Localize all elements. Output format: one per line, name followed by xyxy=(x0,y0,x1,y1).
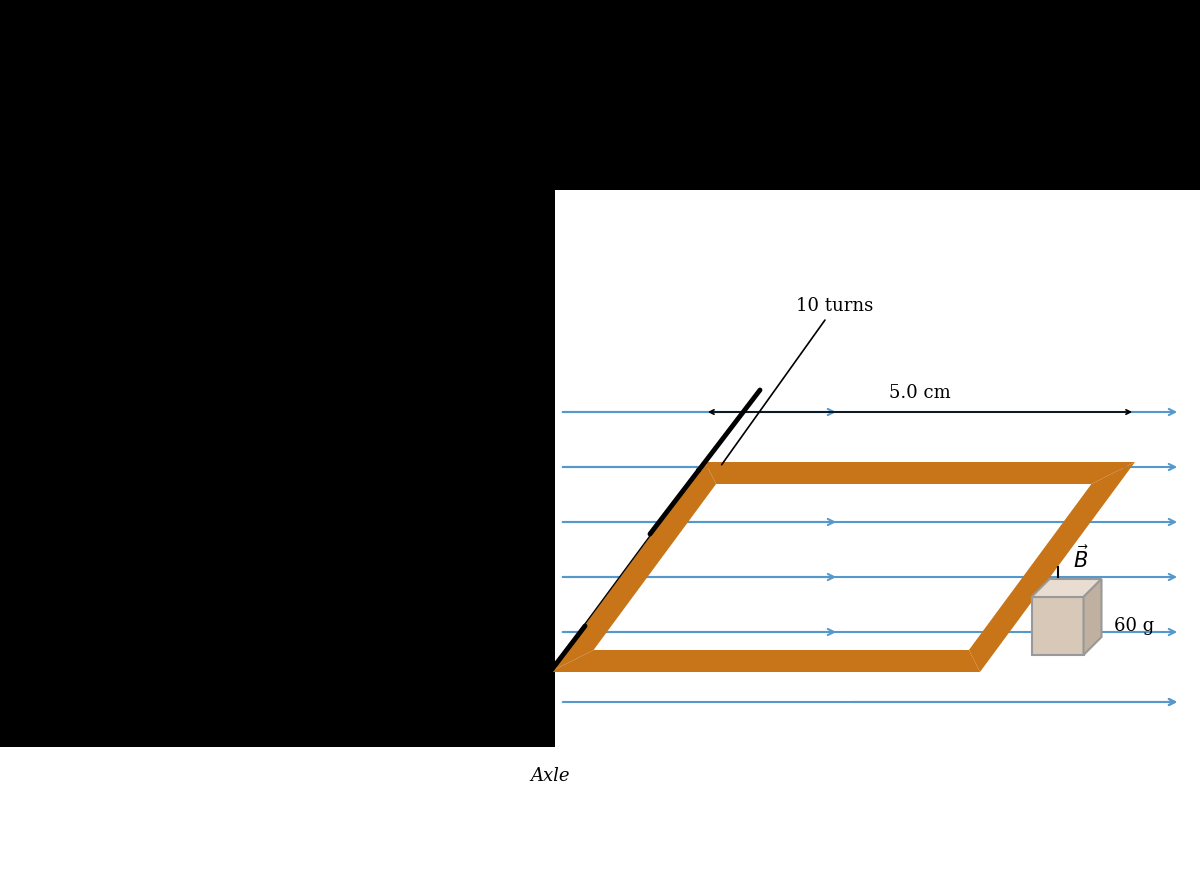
Text: 60 g: 60 g xyxy=(1114,617,1153,635)
Polygon shape xyxy=(706,462,1135,484)
Bar xyxy=(0,0,1200,190)
Bar xyxy=(1032,597,1084,655)
Text: A current carrying loop is formed of four small metal rods, with lengths as show: A current carrying loop is formed of fou… xyxy=(14,17,935,158)
Text: 10.0 cm: 10.0 cm xyxy=(427,558,500,576)
Polygon shape xyxy=(1032,579,1102,597)
Polygon shape xyxy=(550,650,980,672)
Text: 10 turns: 10 turns xyxy=(721,297,874,465)
Bar xyxy=(0,190,554,747)
Text: $\vec{B}$: $\vec{B}$ xyxy=(1073,545,1088,573)
Polygon shape xyxy=(968,462,1135,672)
Polygon shape xyxy=(1084,579,1102,655)
Polygon shape xyxy=(550,462,716,672)
Text: 5.0 cm: 5.0 cm xyxy=(889,384,950,402)
Text: Axle: Axle xyxy=(530,767,570,785)
